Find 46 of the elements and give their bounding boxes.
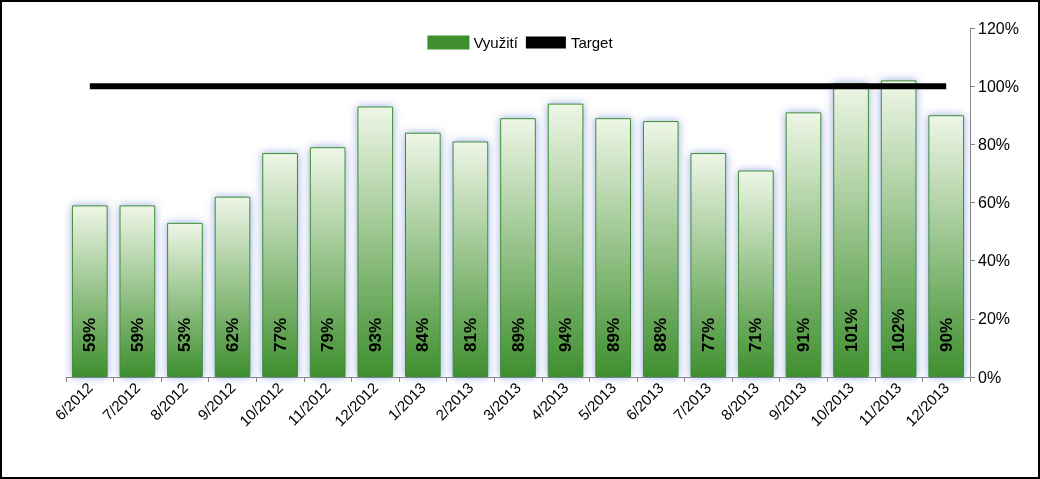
data-label: 62% bbox=[223, 317, 243, 352]
legend-label: Target bbox=[570, 34, 614, 51]
bar bbox=[928, 115, 965, 377]
y-tick-label: 60% bbox=[978, 194, 1011, 211]
data-label: 90% bbox=[936, 317, 956, 352]
y-tick-label: 20% bbox=[978, 310, 1011, 328]
bar bbox=[262, 153, 298, 377]
bar bbox=[738, 170, 774, 377]
y-tick-label: 40% bbox=[978, 252, 1011, 270]
bar bbox=[642, 121, 679, 377]
y-tick-label: 120% bbox=[978, 19, 1019, 37]
data-label: 59% bbox=[80, 317, 100, 352]
bar bbox=[214, 196, 251, 377]
bar bbox=[452, 141, 489, 377]
data-label: 93% bbox=[365, 317, 385, 352]
bar bbox=[595, 118, 631, 377]
data-label: 101% bbox=[841, 308, 861, 352]
bar bbox=[71, 205, 108, 377]
bar bbox=[309, 147, 346, 377]
data-label: 77% bbox=[698, 317, 718, 352]
data-label: 91% bbox=[793, 317, 813, 352]
data-label: 53% bbox=[175, 317, 195, 352]
bar bbox=[119, 205, 156, 377]
bar bbox=[405, 132, 441, 377]
y-tick-label: 0% bbox=[978, 368, 1002, 386]
data-label: 89% bbox=[508, 317, 528, 352]
bar bbox=[785, 112, 822, 377]
bar bbox=[880, 80, 917, 377]
data-label: 77% bbox=[270, 317, 290, 352]
y-tick-label: 80% bbox=[978, 135, 1011, 153]
legend-label: Využití bbox=[473, 34, 519, 51]
bar bbox=[167, 222, 203, 377]
data-label: 79% bbox=[318, 317, 338, 352]
data-label: 84% bbox=[413, 317, 433, 352]
data-label: 102% bbox=[889, 308, 909, 352]
data-label: 81% bbox=[460, 317, 480, 352]
bar bbox=[547, 103, 584, 377]
bar bbox=[500, 118, 536, 377]
bar bbox=[690, 153, 727, 377]
bar bbox=[357, 106, 394, 377]
data-label: 71% bbox=[746, 317, 766, 352]
data-label: 89% bbox=[603, 317, 623, 352]
y-tick-label: 100% bbox=[978, 77, 1019, 95]
data-label: 94% bbox=[556, 317, 576, 352]
data-label: 59% bbox=[127, 317, 147, 352]
data-label: 88% bbox=[651, 317, 671, 352]
